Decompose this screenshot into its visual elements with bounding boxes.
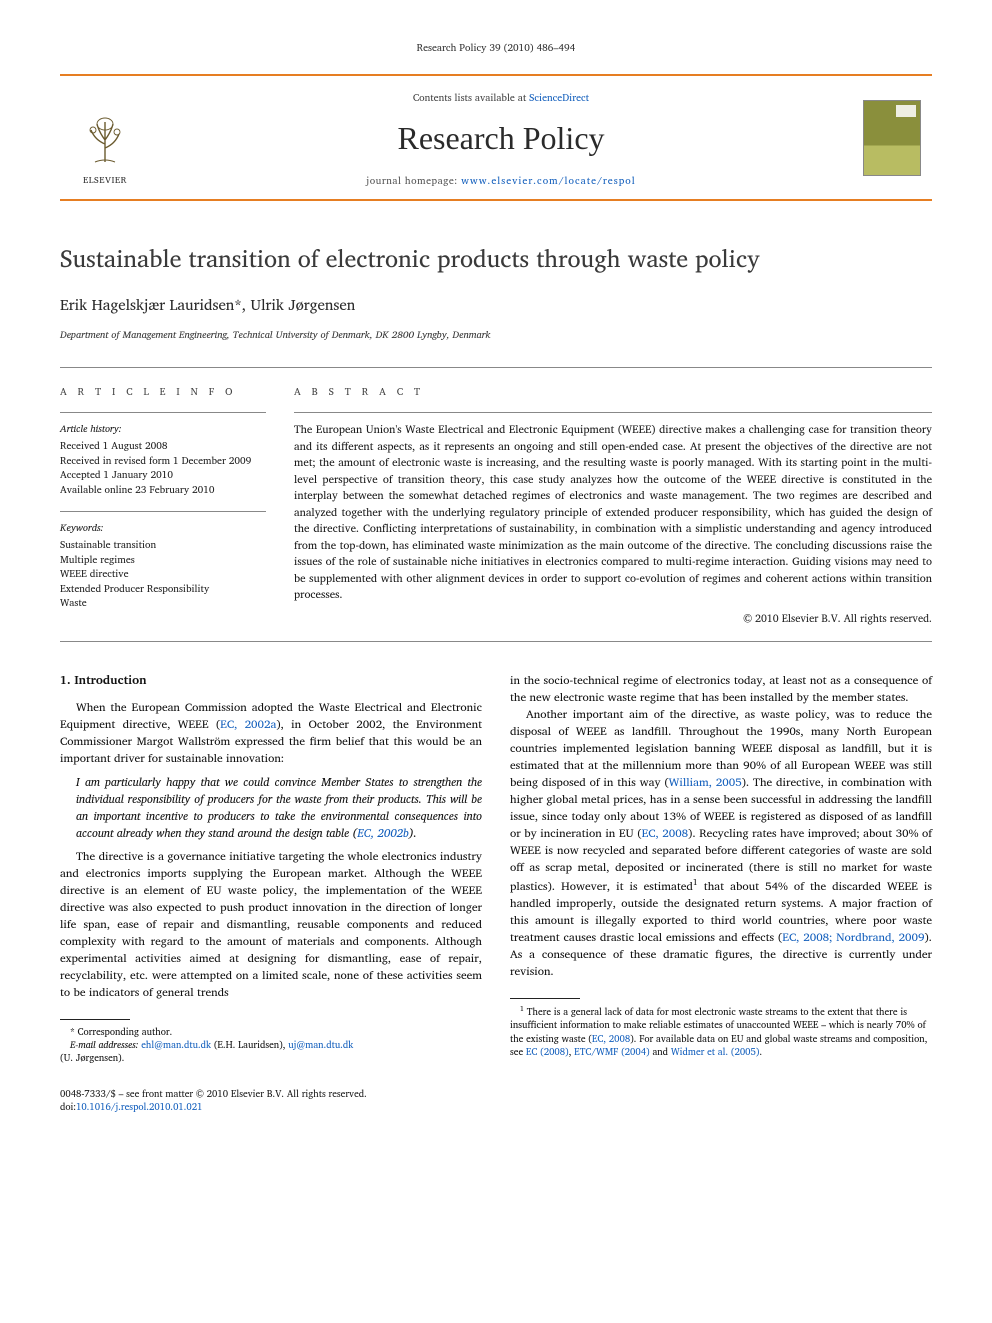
corresponding-author-note: * Corresponding author. <box>60 1026 482 1039</box>
doi-line: doi:10.1016/j.respol.2010.01.021 <box>60 1101 932 1114</box>
email-footnote: E-mail addresses: ehl@man.dtu.dk (E.H. L… <box>60 1039 482 1052</box>
journal-cover-icon <box>863 100 921 176</box>
journal-title: Research Policy <box>150 120 852 157</box>
abstract-label: A B S T R A C T <box>294 384 932 400</box>
citation-link[interactable]: EC, 2002b <box>357 824 409 843</box>
section-heading: 1. Introduction <box>60 672 482 690</box>
history-line: Accepted 1 January 2010 <box>60 468 266 483</box>
footnote-separator <box>60 1019 130 1020</box>
keyword: Extended Producer Responsibility <box>60 582 266 597</box>
citation-link[interactable]: ETC/WMF (2004) <box>574 1045 649 1060</box>
front-matter-line: 0048-7333/$ – see front matter © 2010 El… <box>60 1088 932 1115</box>
keyword: Multiple regimes <box>60 553 266 568</box>
divider <box>60 511 266 512</box>
divider <box>294 412 932 413</box>
text: (E.H. Lauridsen), <box>211 1038 288 1053</box>
text: . <box>759 1045 762 1060</box>
homepage-prefix: journal homepage: <box>366 173 461 189</box>
keyword: WEEE directive <box>60 567 266 582</box>
citation-link[interactable]: Widmer et al. (2005) <box>671 1045 760 1060</box>
doi-prefix: doi: <box>60 1100 76 1115</box>
keywords-block: Keywords: Sustainable transition Multipl… <box>60 520 266 611</box>
paragraph: Another important aim of the directive, … <box>510 706 932 980</box>
history-line: Received in revised form 1 December 2009 <box>60 454 266 469</box>
masthead: ELSEVIER Contents lists available at Sci… <box>60 74 932 201</box>
contents-prefix: Contents lists available at <box>413 90 529 106</box>
abstract-text: The European Union's Waste Electrical an… <box>294 421 932 603</box>
history-title: Article history: <box>60 421 266 437</box>
history-line: Received 1 August 2008 <box>60 439 266 454</box>
text: I am particularly happy that we could co… <box>76 773 482 843</box>
publisher-block: ELSEVIER <box>60 76 150 199</box>
footnote-separator <box>510 998 580 999</box>
authors: Erik Hagelskjær Lauridsen*, Ulrik Jørgen… <box>60 292 932 317</box>
article-title: Sustainable transition of electronic pro… <box>60 243 932 274</box>
text: and <box>650 1045 671 1060</box>
keyword: Sustainable transition <box>60 538 266 553</box>
abstract-column: A B S T R A C T The European Union's Was… <box>294 384 932 627</box>
left-column: 1. Introduction When the European Commis… <box>60 672 482 1066</box>
publisher-name: ELSEVIER <box>83 172 127 187</box>
history-line: Available online 23 February 2010 <box>60 483 266 498</box>
divider <box>60 412 266 413</box>
text: ). <box>409 824 417 843</box>
copyright-line: 0048-7333/$ – see front matter © 2010 El… <box>60 1088 932 1101</box>
keywords-title: Keywords: <box>60 520 266 536</box>
citation-link[interactable]: EC (2008) <box>526 1045 569 1060</box>
keyword: Waste <box>60 596 266 611</box>
divider <box>60 641 932 642</box>
footnote-1: 1 There is a general lack of data for mo… <box>510 1005 932 1059</box>
right-column: in the socio-technical regime of electro… <box>510 672 932 1066</box>
article-info-column: A R T I C L E I N F O Article history: R… <box>60 384 266 627</box>
running-header: Research Policy 39 (2010) 486–494 <box>60 40 932 56</box>
email-link[interactable]: ehl@man.dtu.dk <box>141 1038 211 1053</box>
doi-link[interactable]: 10.1016/j.respol.2010.01.021 <box>76 1100 202 1115</box>
article-history: Article history: Received 1 August 2008 … <box>60 421 266 497</box>
masthead-center: Contents lists available at ScienceDirec… <box>150 76 852 199</box>
paragraph: in the socio-technical regime of electro… <box>510 672 932 706</box>
email-footnote-who: (U. Jørgensen). <box>60 1052 482 1065</box>
blockquote: I am particularly happy that we could co… <box>76 774 482 842</box>
contents-available-line: Contents lists available at ScienceDirec… <box>150 90 852 106</box>
abstract-copyright: © 2010 Elsevier B.V. All rights reserved… <box>294 609 932 627</box>
body-columns: 1. Introduction When the European Commis… <box>60 672 932 1066</box>
sciencedirect-link[interactable]: ScienceDirect <box>529 90 589 106</box>
cover-thumb-wrap <box>852 76 932 199</box>
info-abstract-row: A R T I C L E I N F O Article history: R… <box>60 368 932 641</box>
affiliation: Department of Management Engineering, Te… <box>60 327 932 343</box>
paragraph: When the European Commission adopted the… <box>60 699 482 767</box>
email-link[interactable]: uj@man.dtu.dk <box>288 1038 353 1053</box>
elsevier-logo-icon <box>77 112 133 168</box>
homepage-line: journal homepage: www.elsevier.com/locat… <box>150 173 852 189</box>
article-info-label: A R T I C L E I N F O <box>60 384 266 400</box>
paragraph: The directive is a governance initiative… <box>60 848 482 1001</box>
homepage-link[interactable]: www.elsevier.com/locate/respol <box>461 173 636 189</box>
